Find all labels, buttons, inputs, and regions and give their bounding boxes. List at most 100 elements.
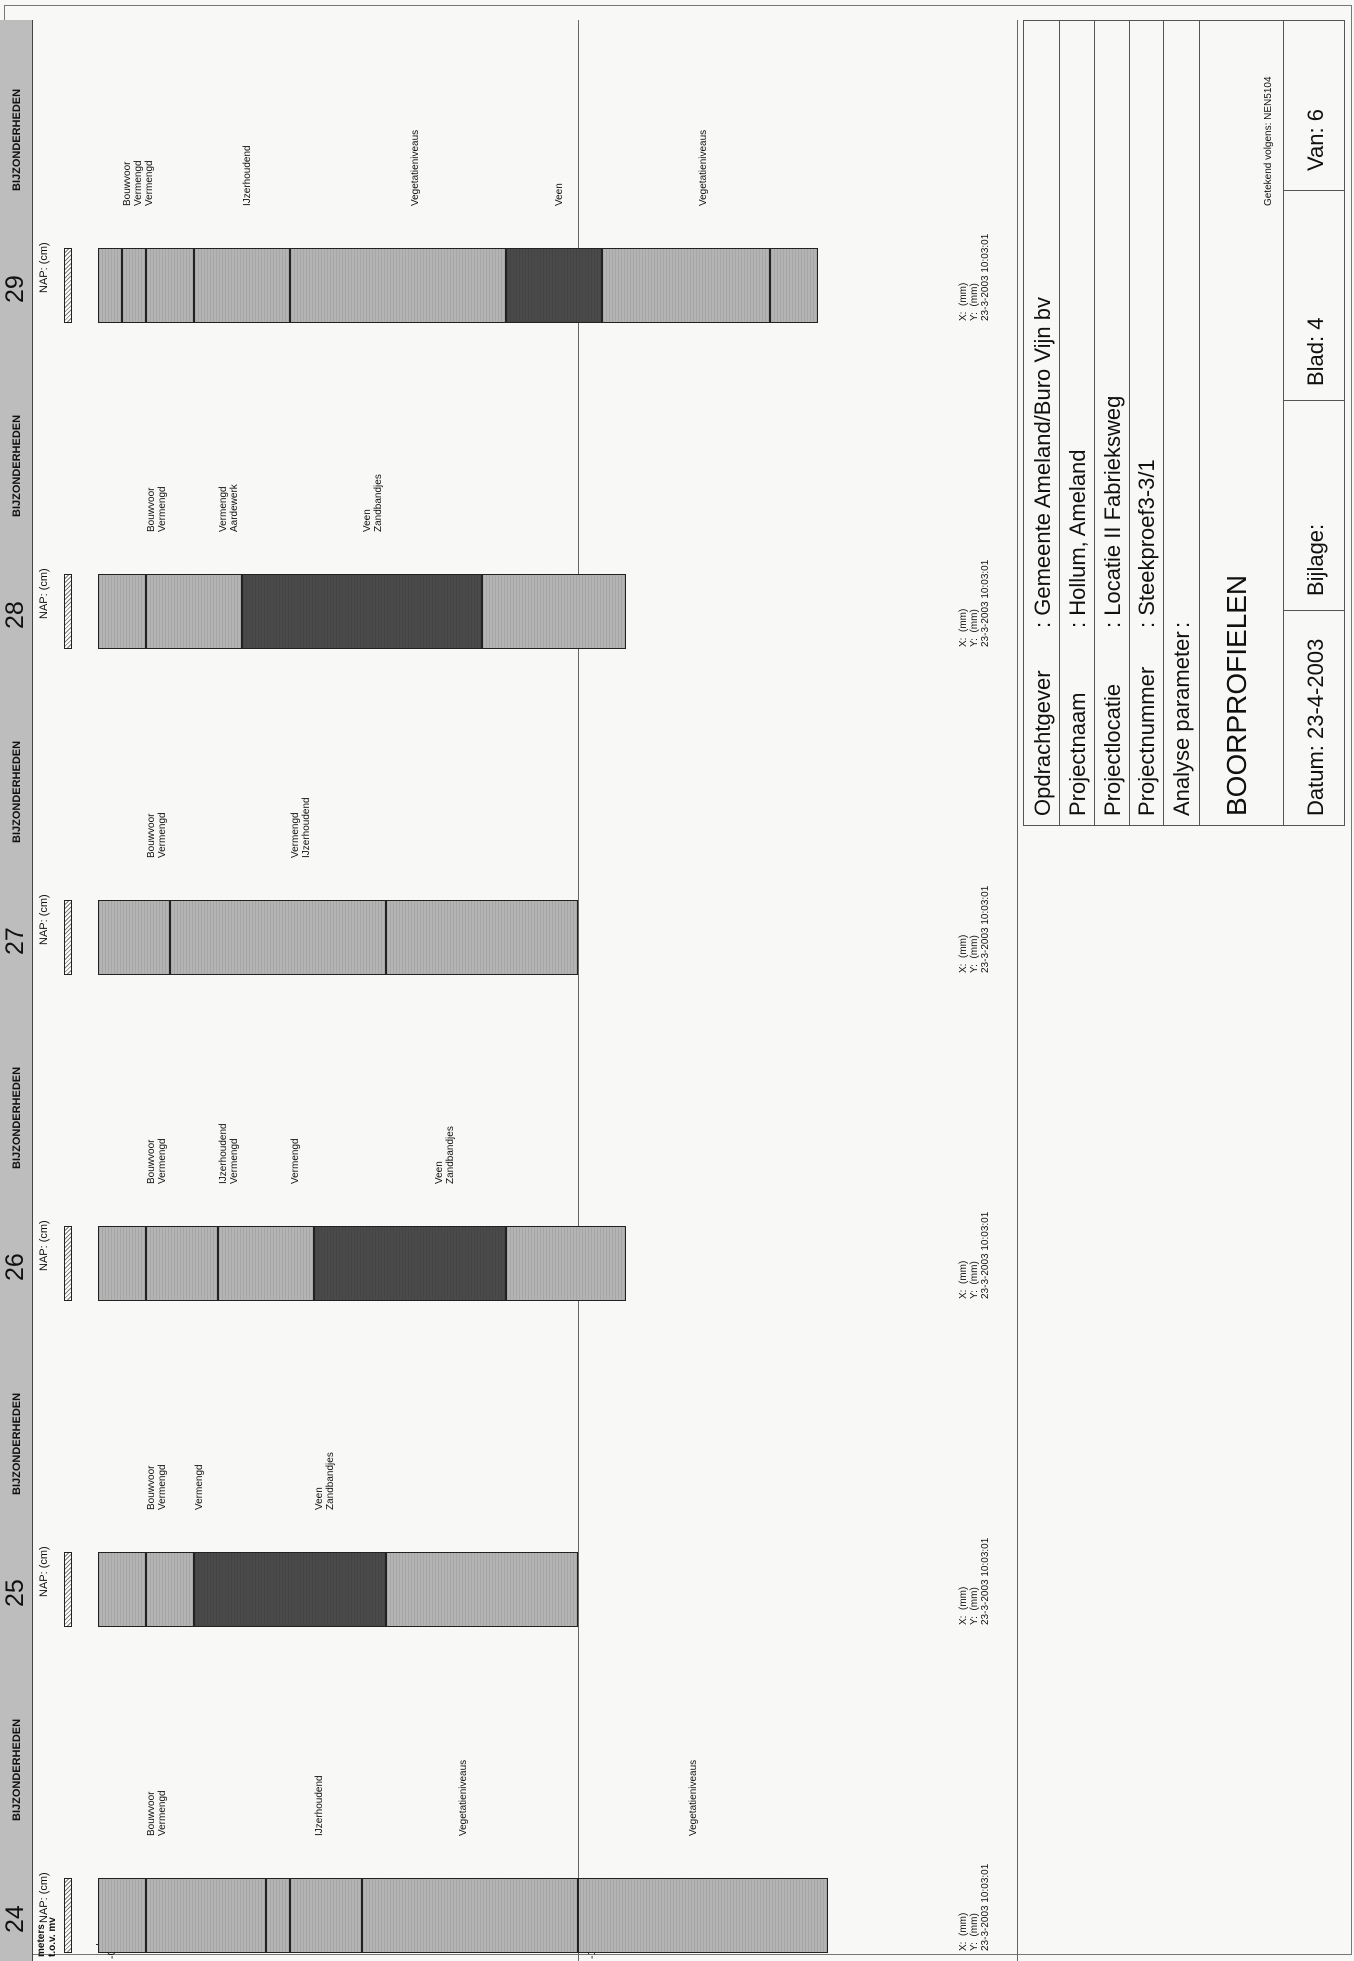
boring-remark: Vermengd IJzerhoudend bbox=[290, 797, 312, 858]
drawing-title: BOORPROFIELEN bbox=[1221, 574, 1252, 816]
boring-number: 24 bbox=[1, 1905, 29, 1933]
boring-remark: Vermengd bbox=[194, 1464, 205, 1510]
remarks-heading: BIJZONDERHEDEN bbox=[11, 740, 23, 843]
header-cell: 24 BIJZONDERHEDEN bbox=[0, 1635, 32, 1961]
datum: Datum: 23-4-2003 bbox=[1303, 638, 1328, 816]
analyse-value: : bbox=[1169, 621, 1194, 628]
remarks-heading: BIJZONDERHEDEN bbox=[11, 88, 23, 191]
row-line-1 bbox=[1059, 20, 1060, 826]
projectnummer-label: Projectnummer bbox=[1134, 666, 1159, 816]
header-cell: 27 BIJZONDERHEDEN bbox=[0, 657, 32, 983]
soil-layer bbox=[98, 248, 122, 323]
soil-layer bbox=[386, 900, 578, 975]
row-line-6 bbox=[1283, 20, 1284, 826]
soil-layer bbox=[194, 1552, 386, 1627]
boring-coordinates: X: (mm) Y: (mm) 23-3-2003 10:03:01 bbox=[958, 1537, 991, 1625]
boring-number: 29 bbox=[1, 275, 29, 303]
nap-label: NAP: (cm) bbox=[38, 894, 50, 945]
col-line-3 bbox=[1283, 190, 1345, 191]
boring-remark: Vegetatieniveaus bbox=[458, 1759, 469, 1836]
boring-remark: Bouwvoor Vermengd bbox=[146, 1464, 168, 1510]
bore-top-hatch bbox=[64, 900, 72, 975]
soil-layer bbox=[146, 1552, 194, 1627]
boring-coordinates: X: (mm) Y: (mm) 23-3-2003 10:03:01 bbox=[958, 1211, 991, 1299]
soil-layer bbox=[98, 900, 170, 975]
remarks-heading: BIJZONDERHEDEN bbox=[11, 414, 23, 517]
soil-layer bbox=[266, 1878, 290, 1953]
remarks-heading: BIJZONDERHEDEN bbox=[11, 1066, 23, 1169]
boring-remark: Bouwvoor Vermengd bbox=[146, 486, 168, 532]
bore-top-hatch bbox=[64, 248, 72, 323]
nap-label: NAP: (cm) bbox=[38, 1872, 50, 1923]
soil-layer bbox=[602, 248, 770, 323]
projectlocatie-value: : Locatie II Fabrieksweg bbox=[1100, 395, 1125, 628]
nap-label: NAP: (cm) bbox=[38, 1220, 50, 1271]
soil-layer bbox=[98, 1226, 146, 1301]
title-block-frame-bottom bbox=[1344, 20, 1345, 826]
boring-number: 26 bbox=[1, 1253, 29, 1281]
soil-layer bbox=[290, 1878, 362, 1953]
header-cell: 29 BIJZONDERHEDEN bbox=[0, 5, 32, 331]
soil-layer bbox=[146, 1878, 266, 1953]
boring-remark: Bouwvoor Vermengd Vermengd bbox=[122, 160, 155, 206]
soil-layer bbox=[146, 1226, 218, 1301]
soil-layer bbox=[146, 574, 242, 649]
col-line-2 bbox=[1283, 400, 1345, 401]
title-block-frame-top bbox=[1023, 20, 1024, 826]
header-band: 24 BIJZONDERHEDEN 25 BIJZONDERHEDEN 26 BIJZON… bbox=[0, 20, 33, 1961]
nap-label: NAP: (cm) bbox=[38, 242, 50, 293]
boring-remark: Veen Zandbandjes bbox=[434, 1126, 456, 1184]
van: Van: 6 bbox=[1303, 109, 1328, 171]
soil-layer bbox=[506, 248, 602, 323]
boring-remark: IJzerhoudend bbox=[242, 145, 253, 206]
soil-layer bbox=[146, 248, 194, 323]
nap-label: NAP: (cm) bbox=[38, 1546, 50, 1597]
projectnaam-value: : Hollum, Ameland bbox=[1065, 449, 1090, 628]
soil-layer bbox=[386, 1552, 578, 1627]
header-cell: 28 BIJZONDERHEDEN bbox=[0, 331, 32, 657]
soil-layer bbox=[506, 1226, 626, 1301]
boring-remark: Vermengd Aardewerk bbox=[218, 484, 240, 532]
col-line-1 bbox=[1283, 610, 1345, 611]
projectlocatie-label: Projectlocatie bbox=[1100, 683, 1125, 816]
soil-layer bbox=[218, 1226, 314, 1301]
plot-divider bbox=[1017, 20, 1018, 1961]
getekend-volgens: Getekend volgens: NEN5104 bbox=[1263, 76, 1274, 206]
boring-remark: Veen bbox=[554, 183, 565, 206]
soil-layer bbox=[578, 1878, 828, 1953]
soil-layer bbox=[170, 900, 386, 975]
bore-top-hatch bbox=[64, 574, 72, 649]
boring-number: 28 bbox=[1, 601, 29, 629]
header-cell: 25 BIJZONDERHEDEN bbox=[0, 1309, 32, 1635]
bore-top-hatch bbox=[64, 1552, 72, 1627]
title-block-frame-left bbox=[1023, 825, 1345, 826]
boring-coordinates: X: (mm) Y: (mm) 23-3-2003 10:03:01 bbox=[958, 885, 991, 973]
nap-label: NAP: (cm) bbox=[38, 568, 50, 619]
boring-remark: IJzerhoudend Vermengd bbox=[218, 1123, 240, 1184]
row-line-3 bbox=[1129, 20, 1130, 826]
row-line-4 bbox=[1163, 20, 1164, 826]
opdrachtgever-label: Opdrachtgever bbox=[1030, 670, 1055, 816]
boring-remark: Vegetatieniveaus bbox=[410, 129, 421, 206]
projectnaam-label: Projectnaam bbox=[1065, 692, 1090, 816]
boring-coordinates: X: (mm) Y: (mm) 23-3-2003 10:03:01 bbox=[958, 559, 991, 647]
soil-layer bbox=[98, 1552, 146, 1627]
remarks-heading: BIJZONDERHEDEN bbox=[11, 1392, 23, 1495]
boring-remark: IJzerhoudend bbox=[314, 1775, 325, 1836]
header-cell: 26 BIJZONDERHEDEN bbox=[0, 983, 32, 1309]
soil-layer bbox=[98, 574, 146, 649]
boring-number: 27 bbox=[1, 927, 29, 955]
soil-layer bbox=[242, 574, 482, 649]
soil-layer bbox=[290, 248, 506, 323]
analyse-label: Analyse parameter bbox=[1169, 631, 1194, 816]
row-line-2 bbox=[1094, 20, 1095, 826]
boring-coordinates: X: (mm) Y: (mm) 23-3-2003 10:03:01 bbox=[958, 233, 991, 321]
opdrachtgever-value: : Gemeente Ameland/Buro Vijn bv bbox=[1030, 296, 1055, 628]
boring-coordinates: X: (mm) Y: (mm) 23-3-2003 10:03:01 bbox=[958, 1863, 991, 1951]
blad: Blad: 4 bbox=[1303, 317, 1328, 387]
boring-remark: Bouwvoor Vermengd bbox=[146, 1790, 168, 1836]
boring-remark: Vermengd bbox=[290, 1138, 301, 1184]
bijlage: Bijlage: bbox=[1303, 523, 1328, 596]
remarks-heading: BIJZONDERHEDEN bbox=[11, 1718, 23, 1821]
